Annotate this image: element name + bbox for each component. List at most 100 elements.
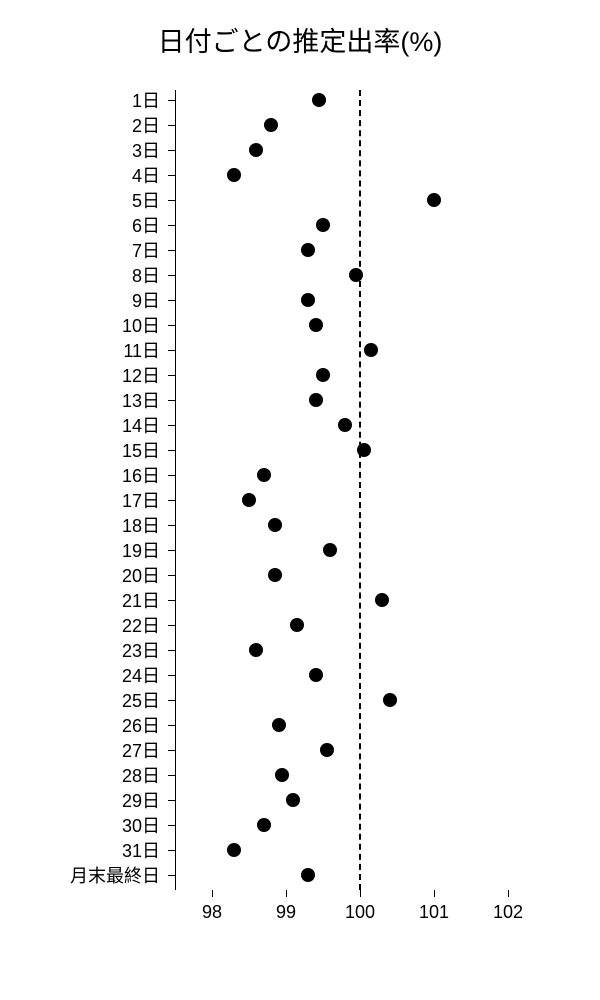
y-tick [168,650,175,651]
x-axis-label: 100 [345,902,375,923]
y-tick [168,525,175,526]
y-tick [168,475,175,476]
data-point [268,568,282,582]
y-axis-label: 9日 [132,287,160,313]
data-point [264,118,278,132]
y-axis-label: 31日 [122,837,160,863]
x-axis-label: 101 [419,902,449,923]
y-tick [168,825,175,826]
y-axis-label: 25日 [122,687,160,713]
y-tick [168,775,175,776]
data-point [309,318,323,332]
y-axis-label: 15日 [122,437,160,463]
y-tick [168,500,175,501]
data-point [320,743,334,757]
data-point [227,168,241,182]
data-point [272,718,286,732]
y-tick [168,325,175,326]
y-axis-label: 8日 [132,262,160,288]
data-point [375,593,389,607]
data-point [357,443,371,457]
y-axis-label: 16日 [122,462,160,488]
y-axis-label: 18日 [122,512,160,538]
y-axis-label: 13日 [122,387,160,413]
y-tick [168,400,175,401]
y-axis-label: 27日 [122,737,160,763]
y-axis-label: 月末最終日 [70,862,160,888]
y-tick [168,750,175,751]
y-axis-label: 28日 [122,762,160,788]
reference-line [359,90,361,890]
y-axis-label: 29日 [122,787,160,813]
y-tick [168,550,175,551]
plot-area: 1日2日3日4日5日6日7日8日9日10日11日12日13日14日15日16日1… [175,90,545,925]
data-point [364,343,378,357]
data-point [309,393,323,407]
data-point [323,543,337,557]
y-axis-label: 3日 [132,137,160,163]
y-axis-label: 12日 [122,362,160,388]
y-tick [168,575,175,576]
y-axis-label: 22日 [122,612,160,638]
data-point [286,793,300,807]
x-tick [434,890,435,897]
y-tick [168,625,175,626]
x-tick [508,890,509,897]
y-tick [168,125,175,126]
data-point [257,818,271,832]
chart-container: 日付ごとの推定出率(%) 1日2日3日4日5日6日7日8日9日10日11日12日… [0,0,600,1000]
x-axis-label: 102 [493,902,523,923]
data-point [349,268,363,282]
data-point [338,418,352,432]
y-tick [168,225,175,226]
data-point [301,868,315,882]
y-axis-label: 30日 [122,812,160,838]
y-tick [168,350,175,351]
y-tick [168,700,175,701]
y-axis-label: 1日 [132,87,160,113]
y-axis-label: 5日 [132,187,160,213]
data-point [268,518,282,532]
y-tick [168,675,175,676]
data-point [290,618,304,632]
y-tick [168,375,175,376]
y-axis-label: 26日 [122,712,160,738]
y-tick [168,300,175,301]
y-axis-label: 23日 [122,637,160,663]
y-axis-label: 24日 [122,662,160,688]
y-tick [168,250,175,251]
data-point [316,218,330,232]
y-tick [168,600,175,601]
chart-title: 日付ごとの推定出率(%) [0,20,600,59]
data-point [316,368,330,382]
data-point [227,843,241,857]
y-axis-label: 10日 [122,312,160,338]
y-tick [168,450,175,451]
x-tick [360,890,361,897]
data-point [249,143,263,157]
y-axis-label: 17日 [122,487,160,513]
y-axis-label: 7日 [132,237,160,263]
y-tick [168,150,175,151]
x-tick [286,890,287,897]
x-axis-label: 99 [276,902,296,923]
y-tick [168,850,175,851]
y-axis-label: 21日 [122,587,160,613]
y-tick [168,175,175,176]
y-axis-label: 20日 [122,562,160,588]
y-axis-label: 11日 [123,337,160,363]
data-point [383,693,397,707]
y-axis-line [175,90,176,890]
data-point [301,293,315,307]
data-point [301,243,315,257]
x-tick [212,890,213,897]
y-tick [168,800,175,801]
y-tick [168,725,175,726]
y-tick [168,425,175,426]
y-axis-label: 19日 [122,537,160,563]
y-tick [168,875,175,876]
data-point [249,643,263,657]
y-axis-label: 14日 [122,412,160,438]
data-point [427,193,441,207]
data-point [309,668,323,682]
